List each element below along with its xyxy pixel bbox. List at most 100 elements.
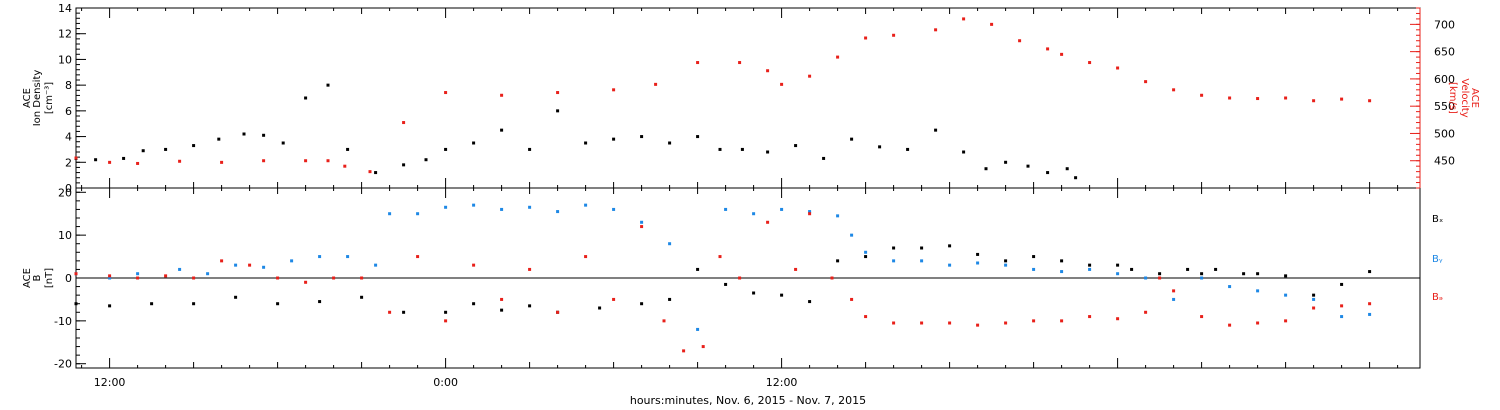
data-point-bx bbox=[528, 304, 532, 308]
y-tick-label: 10 bbox=[58, 229, 72, 242]
y-tick-label: 8 bbox=[65, 79, 72, 92]
y-tick-label: 20 bbox=[58, 186, 72, 199]
data-point-velocity bbox=[1046, 47, 1050, 51]
data-point-bz bbox=[738, 276, 742, 280]
data-point-bz bbox=[192, 276, 196, 280]
data-point-bz bbox=[304, 280, 308, 284]
data-point-bz bbox=[976, 323, 980, 327]
y2-tick-label: 500 bbox=[1434, 127, 1455, 140]
data-point-velocity bbox=[934, 28, 938, 32]
data-point-by bbox=[668, 242, 672, 246]
data-point-ion-density bbox=[556, 109, 560, 113]
data-point-by bbox=[612, 207, 616, 211]
data-point-ion-density bbox=[402, 163, 406, 167]
data-point-bz bbox=[1200, 315, 1204, 319]
data-point-bz bbox=[850, 297, 854, 301]
data-point-by bbox=[136, 272, 140, 276]
data-point-bx bbox=[234, 295, 238, 299]
data-point-bx bbox=[976, 252, 980, 256]
data-marks bbox=[74, 17, 1372, 353]
data-point-by bbox=[1060, 270, 1064, 274]
data-point-bx bbox=[1158, 272, 1162, 276]
data-point-bx bbox=[696, 267, 700, 271]
data-point-bx bbox=[1130, 267, 1134, 271]
data-point-ion-density bbox=[850, 137, 854, 141]
velocity-axis-label-line-3: [km/s] bbox=[1447, 82, 1458, 114]
data-point-bx bbox=[724, 282, 728, 286]
data-point-by bbox=[108, 276, 112, 280]
data-point-by bbox=[724, 207, 728, 211]
data-point-bz bbox=[766, 220, 770, 224]
data-point-bz bbox=[360, 276, 364, 280]
data-point-bz bbox=[682, 349, 686, 353]
data-point-ion-density bbox=[984, 167, 988, 171]
data-point-bz bbox=[1256, 321, 1260, 325]
data-point-by bbox=[836, 214, 840, 218]
data-point-ion-density bbox=[164, 147, 168, 151]
data-point-ion-density bbox=[242, 132, 246, 136]
density-axis-label: ACE Ion Density [cm⁻³] bbox=[22, 70, 55, 127]
data-point-bz bbox=[332, 276, 336, 280]
data-point-ion-density bbox=[326, 83, 330, 87]
data-point-bz bbox=[220, 259, 224, 263]
data-point-ion-density bbox=[500, 128, 504, 132]
data-point-bz bbox=[1172, 289, 1176, 293]
data-point-bx bbox=[1368, 270, 1372, 274]
data-point-by bbox=[290, 259, 294, 263]
field-axis-label: ACE B [nT] bbox=[22, 268, 55, 288]
data-point-bx bbox=[780, 293, 784, 297]
data-point-bx bbox=[640, 302, 644, 306]
data-point-by bbox=[1032, 267, 1036, 271]
data-point-by bbox=[1200, 276, 1204, 280]
y-tick-label: 4 bbox=[65, 131, 72, 144]
data-point-velocity bbox=[1144, 80, 1148, 84]
data-point-bz bbox=[1004, 321, 1008, 325]
data-point-velocity bbox=[1256, 97, 1260, 101]
data-point-bx bbox=[808, 300, 812, 304]
data-point-by bbox=[234, 263, 238, 267]
data-point-bz bbox=[612, 297, 616, 301]
data-point-bz bbox=[1312, 306, 1316, 310]
data-point-by bbox=[1144, 276, 1148, 280]
y-tick-label: 0 bbox=[65, 272, 72, 285]
data-point-velocity bbox=[1116, 66, 1120, 70]
data-point-bz bbox=[920, 321, 924, 325]
data-point-ion-density bbox=[1065, 167, 1069, 171]
data-point-by bbox=[416, 212, 420, 216]
data-point-velocity bbox=[1284, 96, 1288, 100]
field-axis-label-line-2: B bbox=[32, 274, 43, 281]
data-point-bz bbox=[500, 297, 504, 301]
data-point-bx bbox=[1116, 263, 1120, 267]
data-point-bz bbox=[108, 274, 112, 278]
data-point-ion-density bbox=[878, 145, 882, 149]
data-point-bx bbox=[1312, 293, 1316, 297]
data-point-bz bbox=[830, 276, 834, 280]
data-point-ion-density bbox=[1004, 160, 1008, 164]
data-point-by bbox=[1116, 272, 1120, 276]
legend-bx: Bₓ bbox=[1432, 214, 1443, 225]
data-point-bx bbox=[920, 246, 924, 250]
data-point-bx bbox=[150, 302, 154, 306]
data-point-ion-density bbox=[262, 133, 266, 137]
data-point-velocity bbox=[990, 22, 994, 26]
data-point-velocity bbox=[178, 159, 182, 163]
data-point-velocity bbox=[74, 156, 78, 160]
data-point-bz bbox=[528, 267, 532, 271]
data-point-bz bbox=[74, 272, 78, 276]
y2-tick-label: 650 bbox=[1434, 46, 1455, 59]
data-point-ion-density bbox=[281, 141, 285, 145]
y2-tick-label: 700 bbox=[1434, 18, 1455, 31]
data-point-ion-density bbox=[612, 137, 616, 141]
y-tick-label: 6 bbox=[65, 105, 72, 118]
data-point-velocity bbox=[1312, 99, 1316, 103]
data-point-velocity bbox=[1018, 39, 1022, 43]
data-point-by bbox=[472, 203, 476, 207]
x-tick-label: 0:00 bbox=[433, 376, 458, 389]
data-point-by bbox=[640, 220, 644, 224]
data-point-by bbox=[388, 212, 392, 216]
data-point-bx bbox=[1060, 259, 1064, 263]
data-point-bz bbox=[864, 315, 868, 319]
data-point-bz bbox=[136, 276, 140, 280]
data-point-velocity bbox=[108, 160, 112, 164]
data-point-velocity bbox=[220, 160, 224, 164]
